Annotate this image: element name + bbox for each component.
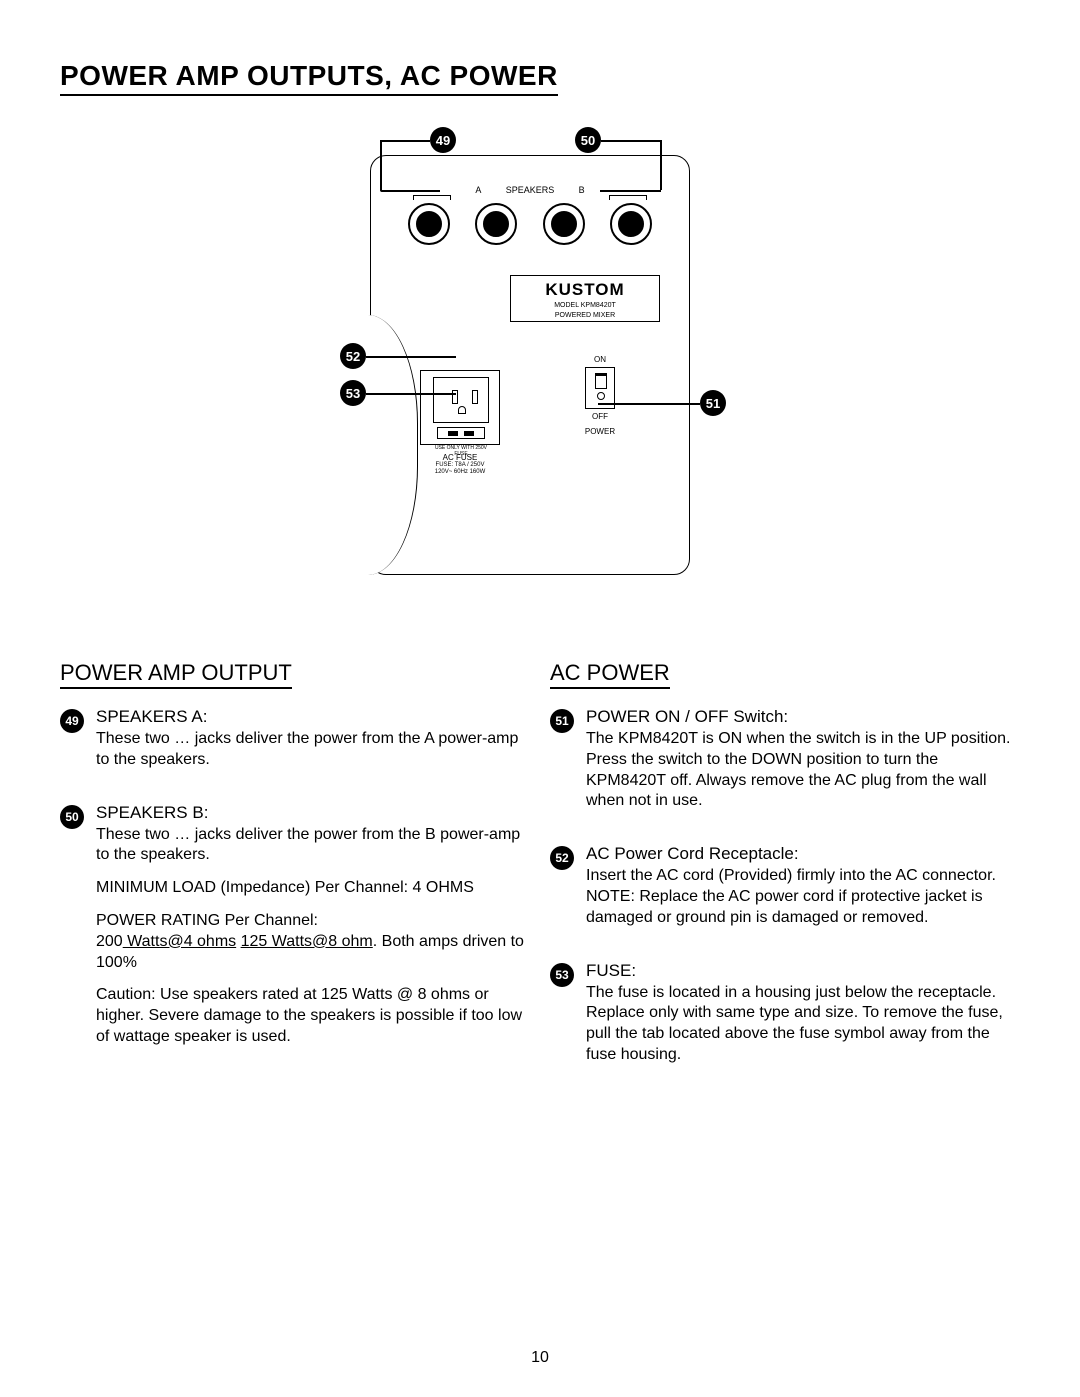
callout-51: 51 [700,390,726,416]
item-51: 51 POWER ON / OFF Switch: The KPM8420T i… [550,707,1020,824]
model-line2: POWERED MIXER [517,312,653,320]
title-52: AC Power Cord Receptacle: [586,844,1020,864]
page-number: 10 [0,1349,1080,1367]
right-column: AC POWER 51 POWER ON / OFF Switch: The K… [550,660,1020,1098]
model-line1: MODEL KPM8420T [517,302,653,310]
bubble-53: 53 [550,963,574,987]
page-title: POWER AMP OUTPUTS, AC POWER [60,60,558,96]
left-column: POWER AMP OUTPUT 49 SPEAKERS A: These tw… [60,660,530,1098]
label-speakers: SPEAKERS [506,185,555,195]
label-power: POWER [560,427,640,436]
fuse-holder-icon [437,427,485,439]
text-50-4: Caution: Use speakers rated at 125 Watts… [96,985,530,1047]
text-50-0: These two … jacks deliver the power from… [96,825,530,867]
callout-49: 49 [430,127,456,153]
text-50-2: POWER RATING Per Channel: [96,911,530,932]
left-heading: POWER AMP OUTPUT [60,660,292,689]
callout-53: 53 [340,380,366,406]
text-51-0: The KPM8420T is ON when the switch is in… [586,729,1020,812]
callout-52: 52 [340,343,366,369]
bubble-49: 49 [60,709,84,733]
title-51: POWER ON / OFF Switch: [586,707,1020,727]
callout-50: 50 [575,127,601,153]
text-49-0: These two … jacks deliver the power from… [96,729,530,771]
text-50-3: 200 Watts@4 ohms 125 Watts@8 ohm. Both a… [96,932,530,974]
item-49: 49 SPEAKERS A: These two … jacks deliver… [60,707,530,783]
jack-b1-icon [543,203,585,245]
text-52-0: Insert the AC cord (Provided) firmly int… [586,866,1020,928]
title-49: SPEAKERS A: [96,707,530,727]
label-on: ON [560,355,640,364]
right-heading: AC POWER [550,660,670,689]
bubble-52: 52 [550,846,574,870]
bubble-51: 51 [550,709,574,733]
text-50-1: MINIMUM LOAD (Impedance) Per Channel: 4 … [96,878,530,899]
label-ac-fuse: AC FUSE [420,453,500,462]
item-50: 50 SPEAKERS B: These two … jacks deliver… [60,803,530,1060]
power-switch-icon [585,367,615,409]
item-52: 52 AC Power Cord Receptacle: Insert the … [550,844,1020,940]
label-speaker-b: B [579,185,585,195]
jack-a2-icon [475,203,517,245]
jack-a1-icon [408,203,450,245]
brand-name: KUSTOM [517,280,653,300]
jack-b2-icon [610,203,652,245]
panel-diagram: 49 50 51 52 53 A SPEAKERS B KUSTOM MODEL… [300,115,780,585]
ac-socket-icon: USE ONLY WITH 250V FUSE [420,370,500,445]
label-fuse-rating: FUSE: T8A / 250V [420,462,500,469]
title-50: SPEAKERS B: [96,803,530,823]
label-off: OFF [560,412,640,421]
label-speaker-a: A [475,185,481,195]
label-power-rating: 120V~ 60Hz 160W [420,469,500,476]
item-53: 53 FUSE: The fuse is located in a housin… [550,961,1020,1078]
brand-plate: KUSTOM MODEL KPM8420T POWERED MIXER [510,275,660,322]
text-53-0: The fuse is located in a housing just be… [586,983,1020,1066]
bubble-50: 50 [60,805,84,829]
title-53: FUSE: [586,961,1020,981]
